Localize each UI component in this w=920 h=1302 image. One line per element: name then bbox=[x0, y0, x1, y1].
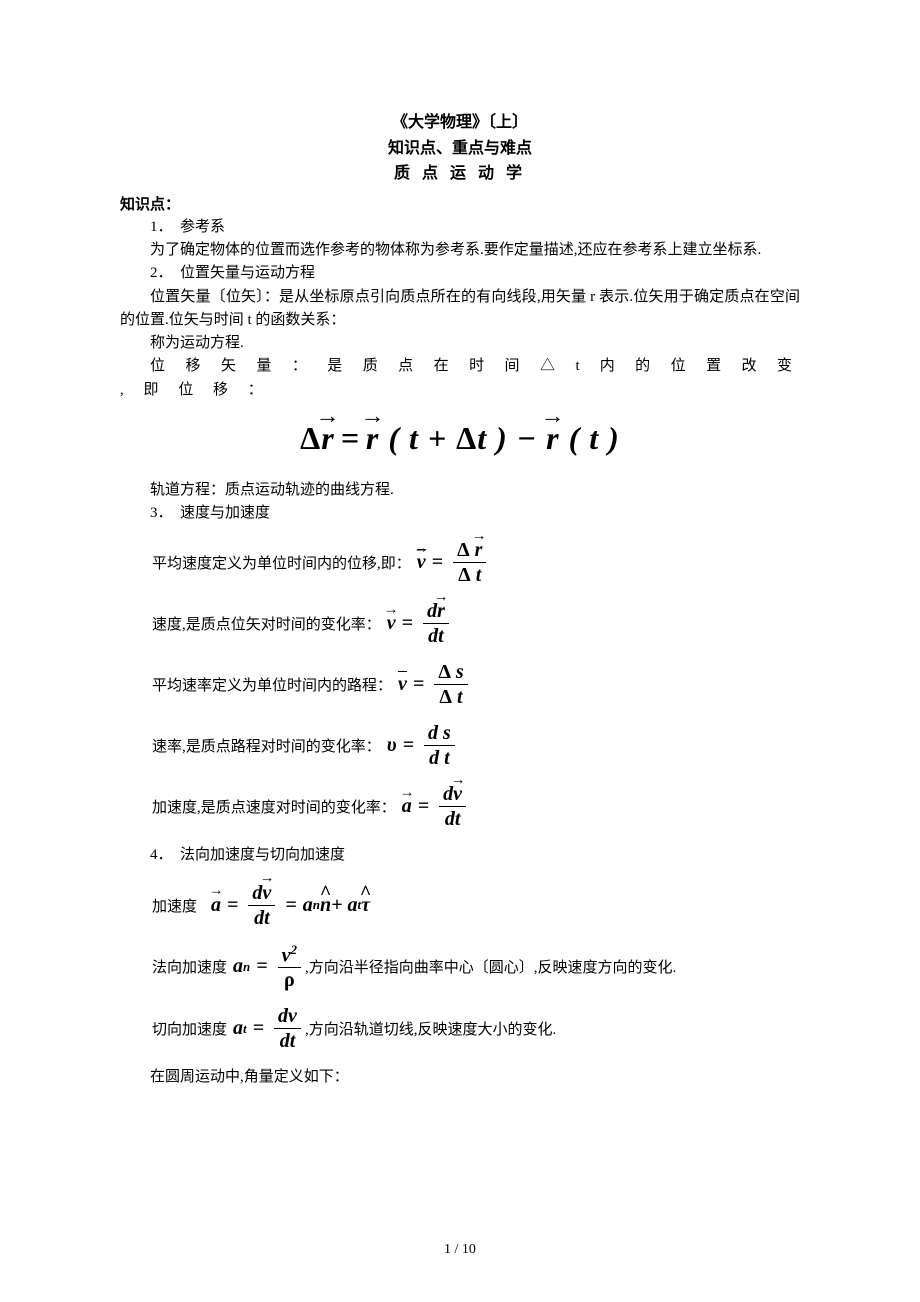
formula-normal-accel: an= v2ρ bbox=[233, 943, 305, 992]
row-velocity: 速度,是质点位矢对时间的变化率： v= drdt bbox=[152, 600, 800, 647]
page-footer: 1 / 10 bbox=[0, 1242, 920, 1258]
circular-line: 在圆周运动中,角量定义如下： bbox=[120, 1066, 800, 1089]
row-accel-decomp: 加速度 a= dvdt = an n + at τ bbox=[152, 882, 800, 929]
doc-title: 《大学物理》〔上〕 bbox=[120, 110, 800, 136]
row-accel: 加速度,是质点速度对时间的变化率： a= dvdt bbox=[152, 783, 800, 830]
formula-velocity: v= drdt bbox=[387, 600, 453, 647]
label-avg-speed: 平均速率定义为单位时间内的路程： bbox=[152, 674, 392, 695]
trajectory-line: 轨道方程：质点运动轨迹的曲线方程. bbox=[120, 479, 800, 502]
label-normal-pre: 法向加速度 bbox=[152, 956, 227, 977]
row-avg-speed: 平均速率定义为单位时间内的路程： v= Δ sΔ t bbox=[152, 661, 800, 708]
item2-text3: 位 移 矢 量 ： 是 质 点 在 时 间 △ t 内 的 位 置 改 变 , … bbox=[120, 355, 800, 402]
doc-subtitle: 知识点、重点与难点 bbox=[120, 136, 800, 162]
formula-speed: υ= d sd t bbox=[387, 722, 459, 769]
page: 《大学物理》〔上〕 知识点、重点与难点 质 点 运 动 学 知识点： 1． 参考… bbox=[0, 0, 920, 1302]
formula-accel: a= dvdt bbox=[402, 783, 470, 830]
row-avg-velocity: 平均速度定义为单位时间内的位移,即： v= Δ rΔ t bbox=[152, 539, 800, 586]
item4-num: 4． 法向加速度与切向加速度 bbox=[120, 844, 800, 867]
formula-avg-velocity: v= Δ rΔ t bbox=[417, 539, 491, 586]
item2-text2: 称为运动方程. bbox=[120, 332, 800, 355]
item2-text1: 位置矢量〔位矢〕：是从坐标原点引向质点所在的有向线段,用矢量 r 表示.位矢用于… bbox=[120, 286, 800, 333]
item3-num: 3． 速度与加速度 bbox=[120, 502, 800, 525]
label-accel: 加速度,是质点速度对时间的变化率： bbox=[152, 796, 396, 817]
label-velocity: 速度,是质点位矢对时间的变化率： bbox=[152, 613, 381, 634]
item1-text: 为了确定物体的位置而选作参考的物体称为参考系.要作定量描述,还应在参考系上建立坐… bbox=[120, 239, 800, 262]
heading-knowledge: 知识点： bbox=[120, 193, 800, 214]
item1-num: 1． 参考系 bbox=[120, 216, 800, 239]
row-speed: 速率,是质点路程对时间的变化率： υ= d sd t bbox=[152, 722, 800, 769]
label-speed: 速率,是质点路程对时间的变化率： bbox=[152, 735, 381, 756]
label-avg-velocity: 平均速度定义为单位时间内的位移,即： bbox=[152, 552, 411, 573]
label-tangential-pre: 切向加速度 bbox=[152, 1018, 227, 1039]
row-normal-accel: 法向加速度 an= v2ρ ,方向沿半径指向曲率中心〔圆心〕,反映速度方向的变化… bbox=[152, 943, 800, 992]
section-title: 质 点 运 动 学 bbox=[120, 161, 800, 187]
label-tangential-post: ,方向沿轨道切线,反映速度大小的变化. bbox=[305, 1018, 556, 1039]
formula-avg-speed: v= Δ sΔ t bbox=[398, 661, 472, 708]
row-tangential-accel: 切向加速度 at= dvdt ,方向沿轨道切线,反映速度大小的变化. bbox=[152, 1005, 800, 1052]
item2-num: 2． 位置矢量与运动方程 bbox=[120, 262, 800, 285]
formula-accel-decomp: a= dvdt = an n + at τ bbox=[211, 882, 370, 929]
label-normal-post: ,方向沿半径指向曲率中心〔圆心〕,反映速度方向的变化. bbox=[305, 956, 676, 977]
formula-displacement: Δr=r ( t + Δt ) − r ( t ) bbox=[120, 420, 800, 457]
label-accel-decomp: 加速度 bbox=[152, 895, 197, 916]
formula-tangential-accel: at= dvdt bbox=[233, 1005, 305, 1052]
